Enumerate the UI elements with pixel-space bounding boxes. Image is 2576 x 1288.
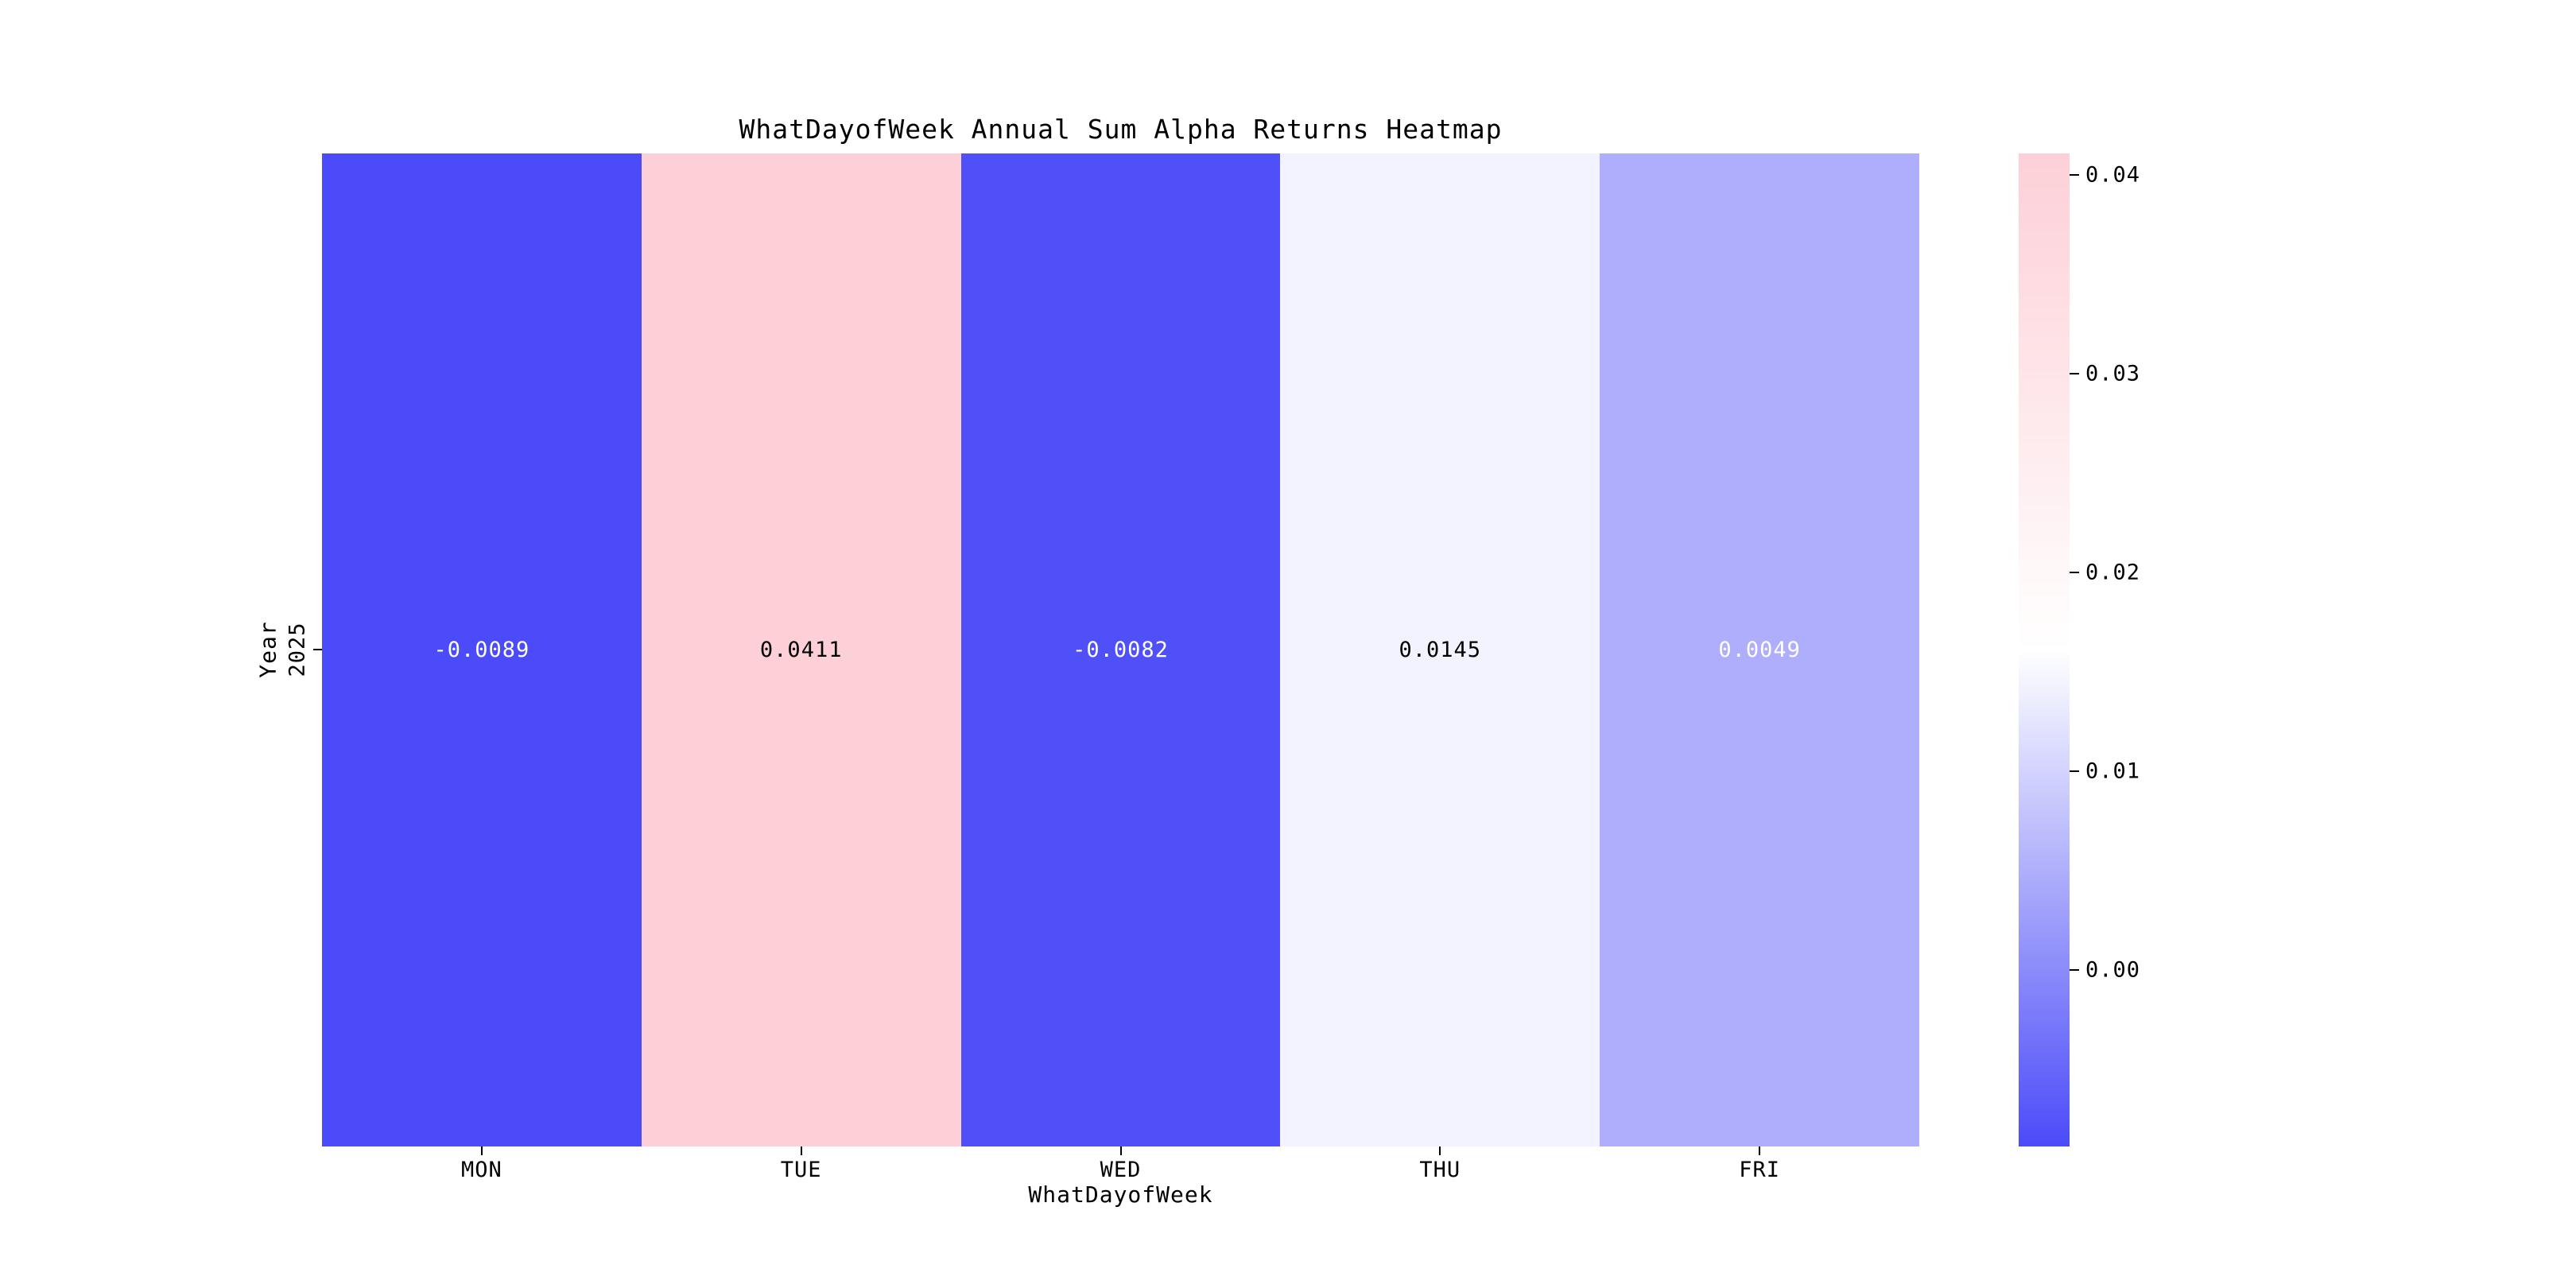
x-tick-mark xyxy=(1119,1146,1122,1155)
colorbar-tick-mark xyxy=(2070,770,2079,772)
colorbar-tick-label-0.02: 0.02 xyxy=(2085,560,2141,585)
x-tick-label-tue: TUE xyxy=(780,1158,822,1182)
y-tick-mark xyxy=(313,649,322,650)
x-tick-label-mon: MON xyxy=(461,1158,502,1182)
colorbar-tick-label-0.01: 0.01 xyxy=(2085,758,2141,784)
heatmap-cell-fri: 0.0049 xyxy=(1600,153,1919,1146)
x-axis-label: WhatDayofWeek xyxy=(1028,1181,1213,1208)
x-tick-label-thu: THU xyxy=(1419,1158,1461,1182)
y-axis-label: Year xyxy=(254,621,281,678)
colorbar-tick-mark xyxy=(2070,968,2079,971)
colorbar-tick-label-0.03: 0.03 xyxy=(2085,361,2141,386)
colorbar: 0.04 0.03 0.02 0.01 0.00 xyxy=(2019,153,2140,1146)
x-tick-mark xyxy=(1759,1146,1761,1155)
cell-value-label: -0.0082 xyxy=(1073,638,1169,662)
colorbar-tick-mark xyxy=(2070,174,2079,177)
cell-value-label: 0.0145 xyxy=(1399,638,1482,662)
colorbar-tick-label-0.00: 0.00 xyxy=(2085,957,2141,983)
heatmap-cell-thu: 0.0145 xyxy=(1280,153,1600,1146)
heatmap-cell-mon: -0.0089 xyxy=(322,153,642,1146)
x-tick-mark xyxy=(1439,1146,1441,1155)
cell-value-label: 0.0411 xyxy=(759,638,843,662)
colorbar-tick-label-0.04: 0.04 xyxy=(2085,162,2141,188)
chart-title: WhatDayofWeek Annual Sum Alpha Returns H… xyxy=(739,114,1503,145)
heatmap-cell-wed: -0.0082 xyxy=(960,153,1281,1146)
x-tick-label-fri: FRI xyxy=(1739,1158,1780,1182)
x-tick-mark xyxy=(800,1146,802,1155)
cell-value-label: 0.0049 xyxy=(1718,638,1801,662)
x-axis: MON TUE WED THU FRI xyxy=(322,1146,1919,1194)
colorbar-tick-mark xyxy=(2070,572,2079,574)
colorbar-gradient xyxy=(2019,153,2070,1146)
heatmap-cell-tue: 0.0411 xyxy=(641,153,961,1146)
heatmap-grid: -0.0089 0.0411 -0.0082 0.0145 0.0049 xyxy=(322,153,1919,1146)
x-tick-mark xyxy=(480,1146,483,1155)
y-tick-label-2025: 2025 xyxy=(285,622,310,677)
cell-value-label: -0.0089 xyxy=(433,638,530,662)
colorbar-tick-mark xyxy=(2070,373,2079,375)
x-tick-label-wed: WED xyxy=(1100,1158,1142,1182)
